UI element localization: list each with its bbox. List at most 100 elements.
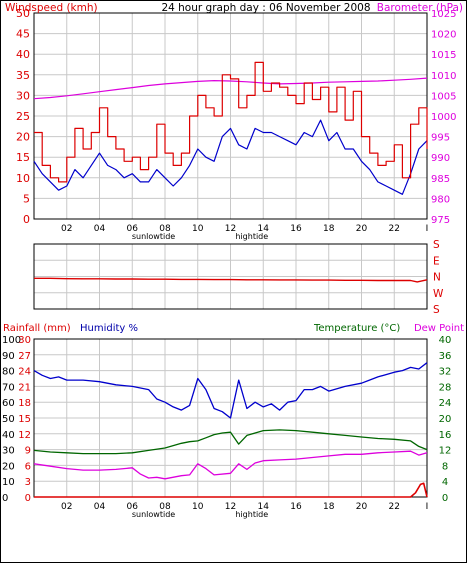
rain-x-tick-12: 12: [225, 502, 236, 512]
direction-grid: [33, 243, 428, 310]
rain-x-tick-16: 16: [290, 502, 302, 512]
rain-x-tick-08: 08: [159, 502, 171, 512]
humidity-tick: 90: [2, 351, 15, 362]
barometer-line: [33, 77, 428, 100]
rain-tick: 27: [18, 351, 31, 362]
temp-tick: 40: [439, 335, 452, 346]
rain-tick: 30: [18, 335, 31, 346]
wind-right-tick: 985: [431, 174, 450, 185]
temp-tick: 36: [439, 351, 452, 362]
rain-x-tick-04: 04: [94, 502, 106, 512]
wind-x-tick-18: 18: [323, 224, 335, 234]
wind-tide-label: sunlowtide: [132, 232, 175, 241]
humidity-tick: 10: [2, 477, 15, 488]
wind-x-tick-22: 22: [389, 224, 400, 234]
wind-right-tick: 1010: [431, 71, 456, 82]
wind-left-tick: 15: [16, 151, 30, 164]
rain-x-tick-I: I: [426, 502, 429, 512]
dewpoint-line: [33, 450, 428, 480]
wind-left-tick: 20: [16, 131, 30, 144]
wind-x-tick-I: I: [426, 224, 429, 234]
wind-x-tick-02: 02: [61, 224, 72, 234]
wind-tide-label: hightide: [235, 232, 268, 241]
wind-right-tick: 1025: [431, 9, 456, 20]
temp-tick: 32: [439, 367, 452, 378]
wind-left-tick: 0: [23, 213, 30, 226]
rainfall-line: [34, 482, 428, 498]
wind-right-tick: 1000: [431, 112, 456, 123]
rain-tick: 6: [25, 461, 31, 472]
humidity-tick: 60: [2, 398, 15, 409]
temperature-line: [33, 429, 428, 455]
direction-tick-N: N: [433, 272, 441, 284]
barometer-axis-label: Barometer (hPa): [377, 2, 463, 14]
rain-x-tick-06: 06: [127, 502, 139, 512]
rainfall-axis-label: Rainfall (mm): [3, 323, 71, 334]
wind-right-tick: 995: [431, 133, 450, 144]
direction-tick-S: S: [433, 304, 440, 316]
wind-grid: [33, 12, 428, 220]
wind-right-tick: 1020: [431, 30, 456, 41]
rain-x-tick-10: 10: [192, 502, 204, 512]
temp-tick: 0: [442, 493, 448, 504]
rain-x-tick-22: 22: [389, 502, 400, 512]
rain-grid: [33, 338, 428, 498]
rain-tick: 12: [18, 430, 31, 441]
wind-right-tick: 1005: [431, 91, 456, 102]
rain-tick: 21: [18, 382, 31, 393]
rain-tick: 24: [18, 367, 31, 378]
temp-tick: 4: [442, 477, 448, 488]
wind-right-tick: 975: [431, 215, 450, 226]
humidity-tick: 40: [2, 430, 15, 441]
wind-left-tick: 30: [16, 89, 30, 102]
humidity-tick: 0: [2, 493, 8, 504]
wind-x-tick-20: 20: [356, 224, 368, 234]
wind-x-tick-06: 06: [127, 224, 139, 234]
wind-x-tick-10: 10: [192, 224, 204, 234]
humidity-axis-label: Humidity %: [80, 323, 138, 334]
humidity-tick: 20: [2, 461, 15, 472]
temp-tick: 28: [439, 382, 452, 393]
windspeed-line: [34, 61, 428, 183]
humidity-tick: 50: [2, 414, 15, 425]
wind-x-tick-12: 12: [225, 224, 236, 234]
rain-x-tick-14: 14: [258, 502, 270, 512]
rain-x-tick-20: 20: [356, 502, 368, 512]
temp-tick: 8: [442, 461, 448, 472]
wind-right-tick: 980: [431, 194, 450, 205]
plot-frame: [33, 243, 428, 310]
humidity-line: [33, 362, 428, 419]
temp-tick: 16: [439, 430, 452, 441]
wind-right-tick: 1015: [431, 50, 456, 61]
wind-x-tick-16: 16: [290, 224, 302, 234]
dewpoint-axis-label: Dew Point: [414, 323, 464, 334]
wind-left-tick: 40: [16, 48, 30, 61]
humidity-tick: 30: [2, 446, 15, 457]
humidity-tick: 80: [2, 367, 15, 378]
direction-tick-S: S: [433, 239, 440, 251]
wind-direction-line: [34, 277, 428, 283]
wind-left-tick: 45: [16, 28, 30, 41]
rain-tick: 15: [18, 414, 31, 425]
rain-tick: 0: [25, 493, 31, 504]
rain-tide-label: hightide: [235, 510, 268, 519]
wind-right-tick: 990: [431, 153, 450, 164]
rain-tick: 18: [18, 398, 31, 409]
rain-tick: 3: [25, 477, 31, 488]
wind-x-tick-08: 08: [159, 224, 171, 234]
temp-tick: 24: [439, 398, 452, 409]
rain-x-tick-02: 02: [61, 502, 72, 512]
rain-x-tick-18: 18: [323, 502, 335, 512]
temperature-axis-label: Temperature (°C): [313, 323, 400, 334]
humidity-tick: 70: [2, 382, 15, 393]
wind-left-tick: 5: [23, 192, 30, 205]
rain-tide-label: sunlowtide: [132, 510, 175, 519]
chart-title: 24 hour graph day : 06 November 2008: [161, 2, 370, 14]
wind-x-tick-04: 04: [94, 224, 106, 234]
average-wind-line: [33, 119, 428, 195]
temp-tick: 12: [439, 446, 452, 457]
wind-left-tick: 10: [16, 172, 30, 185]
windspeed-axis-label: Windspeed (kmh): [5, 2, 98, 14]
